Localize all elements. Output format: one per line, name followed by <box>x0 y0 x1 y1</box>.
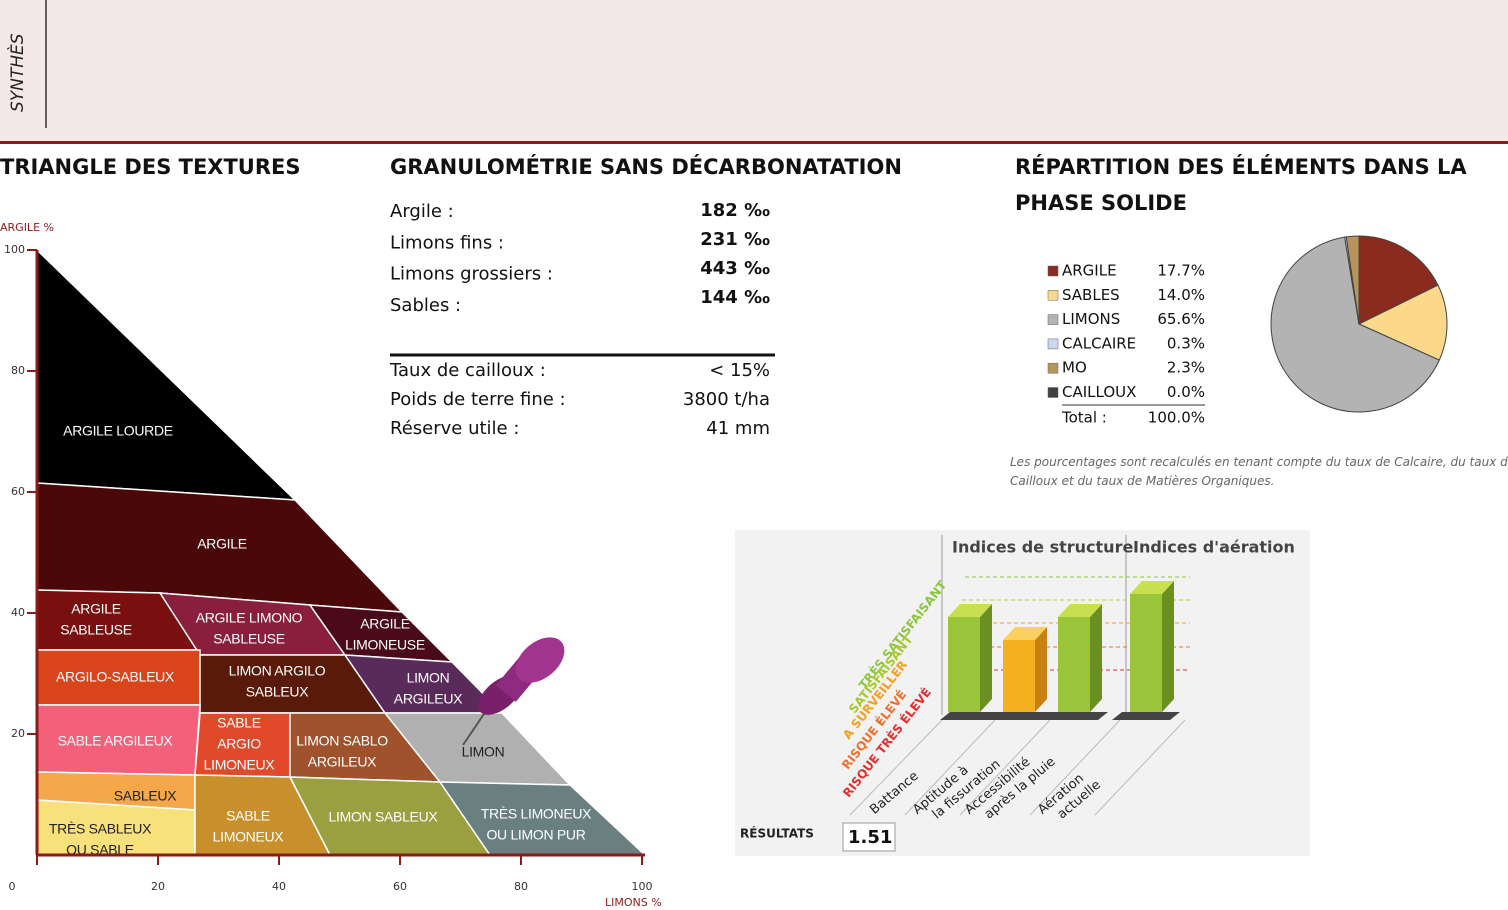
texture-region <box>37 250 295 500</box>
row-value: 443 ‰ <box>700 258 770 279</box>
y-axis-label: ARGILE % <box>0 221 54 234</box>
x-tick-label: 100 <box>632 880 653 893</box>
legend-swatch <box>1048 266 1058 276</box>
row-value: 182 ‰ <box>700 200 770 221</box>
indicator-bar-side <box>980 604 992 712</box>
row-label: Taux de cailloux : <box>389 360 546 381</box>
legend-name: SABLES <box>1062 286 1120 304</box>
legend-name: ARGILE <box>1062 262 1117 280</box>
legend-swatch <box>1048 315 1058 325</box>
region-label: ARGILE <box>71 601 121 617</box>
region-label: TRÈS LIMONEUX <box>481 806 592 822</box>
region-label: ARGILEUX <box>394 691 463 707</box>
legend-name: CALCAIRE <box>1062 334 1136 352</box>
legend-value: 14.0% <box>1157 286 1205 304</box>
legend-swatch <box>1048 290 1058 300</box>
legend-name: CAILLOUX <box>1062 383 1136 401</box>
region-label: SABLEUX <box>246 684 309 700</box>
region-label: ARGILE LIMONO <box>196 610 303 626</box>
region-label: TRÈS SABLEUX <box>49 821 152 837</box>
legend-swatch <box>1048 339 1058 349</box>
indices-header: Indices de structure <box>952 538 1133 557</box>
region-label: LIMON SABLEUX <box>329 809 439 825</box>
region-label: ARGILEUX <box>308 754 377 770</box>
row-value: 231 ‰ <box>700 229 770 250</box>
region-label: OU LIMON PUR <box>486 827 585 843</box>
x-axis-label: LIMONS % <box>605 896 662 909</box>
indicator-bar-side <box>1035 627 1047 712</box>
legend-value: 65.6% <box>1157 310 1205 328</box>
repartition: ARGILE 17.7% SABLES 14.0% LIMONS 65.6% CALCAIR… <box>1048 236 1447 427</box>
region-label: SABLE <box>226 808 270 824</box>
region-label: SABLEUX <box>114 788 177 804</box>
y-tick-label: 100 <box>4 243 25 256</box>
region-label: ARGILO-SABLEUX <box>56 669 175 685</box>
indicator-bar-side <box>1162 581 1174 712</box>
region-label: ARGILE <box>360 616 410 632</box>
legend-value: 17.7% <box>1157 262 1205 280</box>
header-band <box>0 0 1508 142</box>
legend-name: MO <box>1062 359 1087 377</box>
legend-value: 0.0% <box>1167 383 1205 401</box>
row-value: 41 mm <box>706 418 770 439</box>
legend-value: 2.3% <box>1167 359 1205 377</box>
row-label: Réserve utile : <box>390 418 519 439</box>
region-label: ARGILE <box>197 536 247 552</box>
region-label: LIMON SABLO <box>296 733 388 749</box>
y-tick-label: 20 <box>11 727 25 740</box>
y-tick-label: 40 <box>11 606 25 619</box>
region-label: LIMONEUX <box>204 757 276 773</box>
page-drawing: SYNTHÈS ARGILE LOURDE ARGILE ARGILE SABLEUS… <box>0 0 1508 910</box>
region-label: SABLEUSE <box>60 622 132 638</box>
region-label: LIMON <box>462 744 505 760</box>
legend-value: 0.3% <box>1167 334 1205 352</box>
region-label: ARGIO <box>217 736 261 752</box>
region-label: ARGILE LOURDE <box>63 423 173 439</box>
result-value: 1.51 <box>848 827 892 848</box>
base <box>940 712 1108 720</box>
result-label: RÉSULTATS <box>740 826 814 841</box>
side-title: SYNTHÈS <box>6 33 28 112</box>
indicator-bar-side <box>1090 604 1102 712</box>
region-label: LIMONEUX <box>213 829 285 845</box>
row-label: Limons grossiers : <box>390 264 553 285</box>
region-label: LIMONEUSE <box>345 637 425 653</box>
indices-header: Indices d'aération <box>1133 538 1295 557</box>
y-tick-label: 60 <box>11 485 25 498</box>
row-label: Sables : <box>390 295 461 316</box>
row-label: Limons fins : <box>390 232 504 253</box>
total-label: Total : <box>1061 409 1107 427</box>
row-value: 144 ‰ <box>700 287 770 308</box>
region-label: LIMON <box>407 670 450 686</box>
indicator-bar <box>948 617 980 712</box>
page: TRIANGLE DES TEXTURES GRANULOMÉTRIE SANS… <box>0 0 1508 910</box>
x-tick-label: 80 <box>514 880 528 893</box>
indicator-bar <box>1058 617 1090 712</box>
row-label: Argile : <box>390 201 454 222</box>
region-label: LIMON ARGILO <box>229 663 326 679</box>
granulometry: Argile : 182 ‰ Limons fins : 231 ‰ Limons gr… <box>389 200 775 439</box>
x-tick-label: 60 <box>393 880 407 893</box>
base <box>1112 712 1180 720</box>
x-tick-label: 20 <box>151 880 165 893</box>
x-tick-label: 0 <box>9 880 16 893</box>
region-label: SABLE ARGILEUX <box>58 733 174 749</box>
y-tick-label: 80 <box>11 364 25 377</box>
texture-triangle: ARGILE LOURDE ARGILE ARGILE SABLEUSE ARGILE … <box>0 221 662 909</box>
header-rule <box>0 141 1508 144</box>
indicator-bar <box>1003 640 1035 712</box>
indicator-bar <box>1130 594 1162 712</box>
region-label: SABLEUSE <box>213 631 285 647</box>
row-label: Poids de terre fine : <box>390 389 566 410</box>
x-tick-label: 40 <box>272 880 286 893</box>
region-label: SABLE <box>217 715 261 731</box>
row-value: 3800 t/ha <box>683 389 770 410</box>
total-value: 100.0% <box>1148 409 1205 427</box>
row-value: < 15% <box>709 360 770 381</box>
legend-name: LIMONS <box>1062 310 1120 328</box>
legend-swatch <box>1048 363 1058 373</box>
legend-swatch <box>1048 388 1058 398</box>
